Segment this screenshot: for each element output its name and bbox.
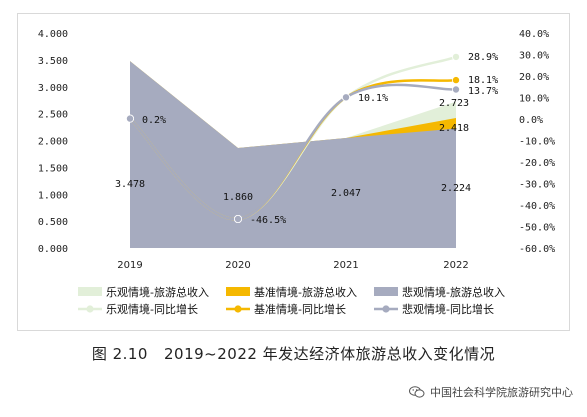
legend-label: 悲观情境-旅游总收入 [402,285,505,299]
y-left-tick-label: 1.000 [38,190,68,201]
figure-title: 2019~2022 年发达经济体旅游总收入变化情况 [163,345,496,363]
y-right-tick-label: 10.0% [519,94,549,105]
x-tick-label: 2021 [333,260,358,271]
chart-frame [17,13,570,331]
y-right-tick-label: -50.0% [519,223,555,234]
figure-number: 图 2.10 [91,345,148,363]
line-marker [451,52,460,61]
area-data-label: 1.860 [223,192,253,203]
legend-label: 乐观情境-同比增长 [106,302,198,316]
legend-marker [382,305,390,313]
y-right-tick-label: -40.0% [519,201,555,212]
legend-marker [86,305,94,313]
line-marker [126,114,135,123]
y-left-tick-label: 0.000 [38,244,68,255]
y-left-tick-label: 1.500 [38,163,68,174]
legend-label: 乐观情境-旅游总收入 [106,285,209,299]
y-right-tick-label: 40.0% [519,29,549,40]
area-data-label: 2.418 [439,123,469,134]
watermark-text: 中国社会科学院旅游研究中心 [430,386,573,399]
chart-area: 4.000 3.500 3.000 2.500 2.000 1.500 1.000 0.500… [38,29,555,316]
y-right-tick-label: 0.0% [519,115,543,126]
y-right-tick-label: -10.0% [519,137,555,148]
line-data-label: 18.1% [468,75,498,86]
y-left-tick-label: 4.000 [38,29,68,40]
figure-caption: 图 2.10 2019~2022 年发达经济体旅游总收入变化情况 [0,343,587,364]
legend-label: 悲观情境-同比增长 [402,302,494,316]
line-marker [341,93,350,102]
line-data-label: 10.1% [358,93,388,104]
y-right-tick-label: -30.0% [519,180,555,191]
y-left-tick-label: 2.000 [38,137,68,148]
y-left-tick-label: 3.500 [38,56,68,67]
line-data-label: 28.9% [468,52,498,63]
watermark: 中国社会科学院旅游研究中心 [409,384,573,400]
legend-swatch [374,287,398,296]
y-right-tick-label: 20.0% [519,72,549,83]
wechat-icon [409,386,425,398]
area-data-label: 2.047 [331,188,361,199]
y-right-tick-label: -60.0% [519,244,555,255]
line-data-label: 13.7% [468,86,498,97]
y-right-tick-label: -20.0% [519,158,555,169]
y-left-tick-label: 3.000 [38,83,68,94]
line-data-label: 0.2% [142,115,166,126]
line-marker [451,76,460,85]
legend-marker [234,305,242,313]
y-left-tick-label: 2.500 [38,110,68,121]
x-tick-label: 2022 [443,260,468,271]
legend-swatch [78,287,102,296]
legend-label: 基准情境-旅游总收入 [254,285,357,299]
area-data-label: 2.224 [441,183,471,194]
line-marker [451,85,460,94]
line-data-label: -46.5% [250,215,286,226]
y-right-tick-label: 30.0% [519,51,549,62]
y-left-tick-label: 0.500 [38,217,68,228]
x-tick-label: 2019 [117,260,142,271]
x-tick-label: 2020 [225,260,250,271]
line-marker [233,214,242,223]
legend-label: 基准情境-同比增长 [254,302,346,316]
area-pessimistic [130,61,456,248]
legend-swatch [226,287,250,296]
line-pessimistic [129,83,457,221]
area-data-label: 3.478 [115,179,145,190]
area-data-label: 2.723 [439,98,469,109]
